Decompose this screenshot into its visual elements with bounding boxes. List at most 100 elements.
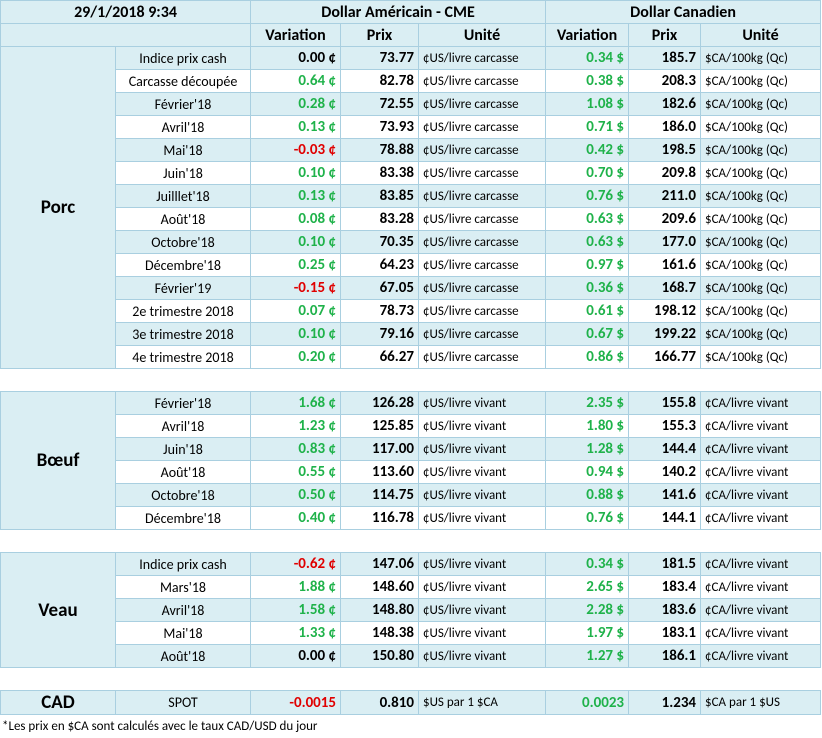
variation-cell: 1.08 $ <box>545 92 630 116</box>
label-cell: 3e trimestre 2018 <box>115 322 251 346</box>
variation-cell: 0.25 ¢ <box>250 253 341 277</box>
data-row: Mars'18 1.88 ¢ 148.60 ¢US/livre vivant 2.65 … <box>1 575 822 599</box>
data-row: Décembre'18 0.40 ¢ 116.78 ¢US/livre vivant 0… <box>1 506 822 530</box>
unit-cell: ¢US/livre carcasse <box>417 345 547 369</box>
label-cell: SPOT <box>115 690 251 715</box>
price-cell: 66.27 <box>340 345 419 369</box>
data-row: Juilllet'18 0.13 ¢ 83.85 ¢US/livre carcasse… <box>1 184 822 208</box>
data-row: Juin'18 0.10 ¢ 83.38 ¢US/livre carcasse 0.70… <box>1 161 822 185</box>
label-cell: Juilllet'18 <box>115 184 251 208</box>
unit-cell: $CA/100kg (Qc) <box>700 46 822 70</box>
variation-cell: 1.80 $ <box>545 414 630 438</box>
variation-cell: -0.15 ¢ <box>250 276 341 300</box>
price-cell: 83.85 <box>340 184 419 208</box>
price-cell: 78.88 <box>340 138 419 162</box>
data-row: Août'18 0.55 ¢ 113.60 ¢US/livre vivant 0.94 … <box>1 460 822 484</box>
data-row: Mai'18 1.33 ¢ 148.38 ¢US/livre vivant 1.97 $… <box>1 621 822 645</box>
price-cell: 209.8 <box>628 161 702 185</box>
price-cell: 1.234 <box>628 690 702 715</box>
spacer-row <box>0 368 821 392</box>
variation-cell: 0.00 ¢ <box>250 46 341 70</box>
variation-cell: 0.67 $ <box>545 322 630 346</box>
unit-cell: $CA/100kg (Qc) <box>700 161 822 185</box>
spacer-cell <box>0 529 821 553</box>
unit-cell: ¢CA/livre vivant <box>700 644 822 668</box>
label-cell: Mars'18 <box>115 575 251 599</box>
variation-cell: 0.10 ¢ <box>250 322 341 346</box>
unit-cell: ¢CA/livre vivant <box>700 621 822 645</box>
unit-cell: $CA/100kg (Qc) <box>700 253 822 277</box>
label-cell: 4e trimestre 2018 <box>115 345 251 369</box>
price-cell: 211.0 <box>628 184 702 208</box>
unit-cell: ¢US/livre carcasse <box>417 92 547 116</box>
variation-cell: 0.64 ¢ <box>250 69 341 93</box>
variation-cell: 0.61 $ <box>545 299 630 323</box>
variation-cell: 1.88 ¢ <box>250 575 341 599</box>
variation-cell: 1.58 ¢ <box>250 598 341 622</box>
data-row: Bœuf Février'18 1.68 ¢ 126.28 ¢US/livre viva… <box>0 391 822 530</box>
variation-cell: 1.27 $ <box>545 644 630 668</box>
section-label: Porc <box>0 46 116 369</box>
label-cell: Juin'18 <box>115 437 251 461</box>
data-row: Porc Indice prix cash 0.00 ¢ 73.77 ¢US/livre… <box>0 46 822 369</box>
variation-cell: 0.38 $ <box>545 69 630 93</box>
price-cell: 147.06 <box>340 552 419 576</box>
variation-cell: 0.76 $ <box>545 506 630 530</box>
price-cell: 183.1 <box>628 621 702 645</box>
variation-cell: 0.88 $ <box>545 483 630 507</box>
variation-cell: 0.42 $ <box>545 138 630 162</box>
label-cell: Décembre'18 <box>115 506 251 530</box>
label-cell: Août'18 <box>115 644 251 668</box>
label-cell: Août'18 <box>115 460 251 484</box>
price-cell: 141.6 <box>628 483 702 507</box>
price-cell: 114.75 <box>340 483 419 507</box>
label-cell: Avril'18 <box>115 414 251 438</box>
unit-cell: ¢US/livre carcasse <box>417 322 547 346</box>
label-cell: Octobre'18 <box>115 483 251 507</box>
price-cell: 182.6 <box>628 92 702 116</box>
label-cell: 2e trimestre 2018 <box>115 299 251 323</box>
unit-cell: ¢CA/livre vivant <box>700 506 822 530</box>
datetime: 29/1/2018 9:34 <box>0 0 251 24</box>
column-header: Variation <box>545 23 630 47</box>
variation-cell: 0.28 ¢ <box>250 92 341 116</box>
unit-cell: $CA/100kg (Qc) <box>700 69 822 93</box>
column-header: Variation <box>250 23 341 47</box>
unit-cell: ¢CA/livre vivant <box>700 414 822 438</box>
section-label: Veau <box>0 552 116 668</box>
unit-cell: ¢US/livre carcasse <box>417 161 547 185</box>
label-cell: Juin'18 <box>115 161 251 185</box>
price-cell: 161.6 <box>628 253 702 277</box>
price-cell: 181.5 <box>628 552 702 576</box>
label-cell: Février'18 <box>115 391 251 415</box>
unit-cell: $CA par 1 $US <box>700 690 822 715</box>
variation-cell: 1.28 $ <box>545 437 630 461</box>
unit-cell: $CA/100kg (Qc) <box>700 276 822 300</box>
column-header: Unité <box>417 23 547 47</box>
unit-cell: ¢US/livre carcasse <box>417 184 547 208</box>
variation-cell: 0.36 $ <box>545 276 630 300</box>
price-table: 29/1/2018 9:34 Dollar Américain - CME Do… <box>0 0 822 715</box>
data-row: CAD SPOT -0.0015 0.810 $US par 1 $CA 0.0023 1.… <box>0 690 822 715</box>
data-row: Août'18 0.08 ¢ 83.28 ¢US/livre carcasse 0.63… <box>1 207 822 231</box>
price-cell: 185.7 <box>628 46 702 70</box>
price-cell: 73.93 <box>340 115 419 139</box>
unit-cell: $CA/100kg (Qc) <box>700 184 822 208</box>
data-row: Décembre'18 0.25 ¢ 64.23 ¢US/livre carcasse… <box>1 253 822 277</box>
data-row: Février'19 -0.15 ¢ 67.05 ¢US/livre carcasse… <box>1 276 822 300</box>
unit-cell: ¢US/livre vivant <box>417 598 547 622</box>
unit-cell: ¢US/livre vivant <box>417 552 547 576</box>
data-row: Août'18 0.00 ¢ 150.80 ¢US/livre vivant 1.27 … <box>1 644 822 668</box>
unit-cell: ¢US/livre vivant <box>417 506 547 530</box>
unit-cell: ¢US/livre vivant <box>417 621 547 645</box>
price-cell: 186.1 <box>628 644 702 668</box>
price-cell: 78.73 <box>340 299 419 323</box>
unit-cell: ¢CA/livre vivant <box>700 575 822 599</box>
data-row: Juin'18 0.83 ¢ 117.00 ¢US/livre vivant 1.28 … <box>1 437 822 461</box>
price-cell: 144.1 <box>628 506 702 530</box>
price-cell: 198.12 <box>628 299 702 323</box>
price-cell: 70.35 <box>340 230 419 254</box>
variation-cell: 0.63 $ <box>545 230 630 254</box>
unit-cell: ¢US/livre vivant <box>417 644 547 668</box>
variation-cell: 0.50 ¢ <box>250 483 341 507</box>
